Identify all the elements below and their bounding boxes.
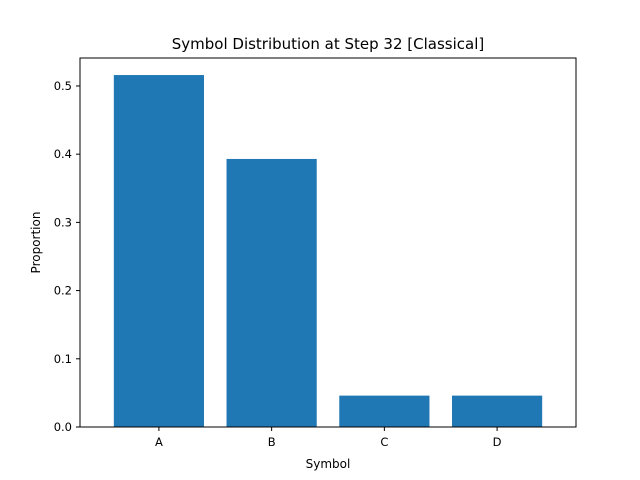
x-axis-label: Symbol: [306, 457, 351, 471]
x-ticks: A B C D: [155, 427, 502, 449]
x-tick-label: B: [268, 435, 276, 449]
bar-d: [452, 395, 543, 427]
y-tick-label: 0.4: [54, 147, 72, 161]
x-tick-label: D: [493, 435, 502, 449]
bar-a: [113, 75, 204, 427]
plot-frame: [79, 57, 577, 428]
y-axis-label: Proportion: [29, 212, 43, 274]
y-tick-label: 0.2: [54, 284, 72, 298]
y-tick-label: 0.3: [54, 215, 72, 229]
x-tick-label: A: [155, 435, 163, 449]
y-ticks: 0.0 0.1 0.2 0.3 0.4 0.5: [54, 79, 80, 434]
bars-group: [113, 75, 543, 427]
x-tick-label: C: [380, 435, 388, 449]
chart-title: Symbol Distribution at Step 32 [Classica…: [172, 35, 484, 53]
bar-b: [226, 158, 317, 427]
bar-c: [339, 395, 430, 427]
y-tick-label: 0.1: [54, 352, 72, 366]
y-tick-label: 0.0: [54, 420, 72, 434]
y-tick-label: 0.5: [54, 79, 72, 93]
